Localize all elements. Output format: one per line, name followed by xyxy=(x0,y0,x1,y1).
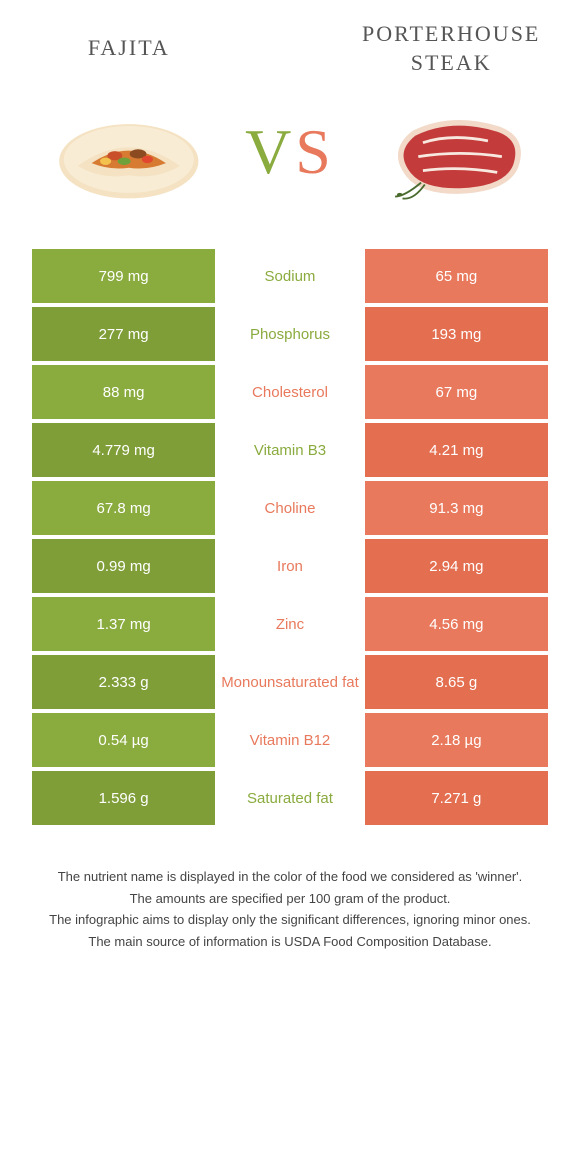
left-value-cell: 799 mg xyxy=(30,247,217,305)
table-row: 1.596 gSaturated fat7.271 g xyxy=(30,769,550,827)
left-value-cell: 88 mg xyxy=(30,363,217,421)
left-value-cell: 2.333 g xyxy=(30,653,217,711)
table-row: 0.99 mgIron2.94 mg xyxy=(30,537,550,595)
vs-letter-s: S xyxy=(295,120,335,184)
nutrient-table: 799 mgSodium65 mg277 mgPhosphorus193 mg8… xyxy=(30,247,550,827)
footer-line-2: The amounts are specified per 100 gram o… xyxy=(40,889,540,909)
right-value-cell: 8.65 g xyxy=(363,653,550,711)
right-value-cell: 4.56 mg xyxy=(363,595,550,653)
table-row: 4.779 mgVitamin B34.21 mg xyxy=(30,421,550,479)
left-food-image xyxy=(30,87,228,217)
header-titles: FAJITA PORTERHOUSE STEAK xyxy=(30,20,550,77)
footer-line-1: The nutrient name is displayed in the co… xyxy=(40,867,540,887)
vs-label: VS xyxy=(228,120,353,184)
nutrient-label-cell: Zinc xyxy=(217,595,363,653)
nutrient-label-cell: Monounsaturated fat xyxy=(217,653,363,711)
steak-icon xyxy=(352,87,550,217)
table-row: 2.333 gMonounsaturated fat8.65 g xyxy=(30,653,550,711)
footer-line-3: The infographic aims to display only the… xyxy=(40,910,540,930)
right-value-cell: 91.3 mg xyxy=(363,479,550,537)
table-row: 67.8 mgCholine91.3 mg xyxy=(30,479,550,537)
right-value-cell: 193 mg xyxy=(363,305,550,363)
right-value-cell: 2.18 µg xyxy=(363,711,550,769)
fajita-icon xyxy=(30,87,228,217)
vs-letter-v: V xyxy=(245,120,295,184)
nutrient-label-cell: Iron xyxy=(217,537,363,595)
infographic-container: FAJITA PORTERHOUSE STEAK VS xyxy=(0,0,580,973)
right-title-col: PORTERHOUSE STEAK xyxy=(352,20,550,77)
table-row: 277 mgPhosphorus193 mg xyxy=(30,305,550,363)
nutrient-label-cell: Vitamin B12 xyxy=(217,711,363,769)
right-value-cell: 4.21 mg xyxy=(363,421,550,479)
table-row: 0.54 µgVitamin B122.18 µg xyxy=(30,711,550,769)
images-row: VS xyxy=(30,87,550,217)
nutrient-label-cell: Vitamin B3 xyxy=(217,421,363,479)
nutrient-label-cell: Phosphorus xyxy=(217,305,363,363)
nutrient-label-cell: Choline xyxy=(217,479,363,537)
right-food-image xyxy=(352,87,550,217)
nutrient-label-cell: Sodium xyxy=(217,247,363,305)
footer-notes: The nutrient name is displayed in the co… xyxy=(30,867,550,951)
right-value-cell: 7.271 g xyxy=(363,769,550,827)
left-value-cell: 4.779 mg xyxy=(30,421,217,479)
left-item-title: FAJITA xyxy=(30,34,228,63)
nutrient-label-cell: Cholesterol xyxy=(217,363,363,421)
left-value-cell: 1.596 g xyxy=(30,769,217,827)
nutrient-label-cell: Saturated fat xyxy=(217,769,363,827)
left-value-cell: 277 mg xyxy=(30,305,217,363)
right-value-cell: 67 mg xyxy=(363,363,550,421)
left-title-col: FAJITA xyxy=(30,34,228,63)
left-value-cell: 0.99 mg xyxy=(30,537,217,595)
right-value-cell: 65 mg xyxy=(363,247,550,305)
left-value-cell: 0.54 µg xyxy=(30,711,217,769)
right-item-title-line2: STEAK xyxy=(352,49,550,78)
right-value-cell: 2.94 mg xyxy=(363,537,550,595)
table-row: 1.37 mgZinc4.56 mg xyxy=(30,595,550,653)
table-row: 799 mgSodium65 mg xyxy=(30,247,550,305)
table-row: 88 mgCholesterol67 mg xyxy=(30,363,550,421)
left-value-cell: 67.8 mg xyxy=(30,479,217,537)
left-value-cell: 1.37 mg xyxy=(30,595,217,653)
footer-line-4: The main source of information is USDA F… xyxy=(40,932,540,952)
right-item-title-line1: PORTERHOUSE xyxy=(352,20,550,49)
